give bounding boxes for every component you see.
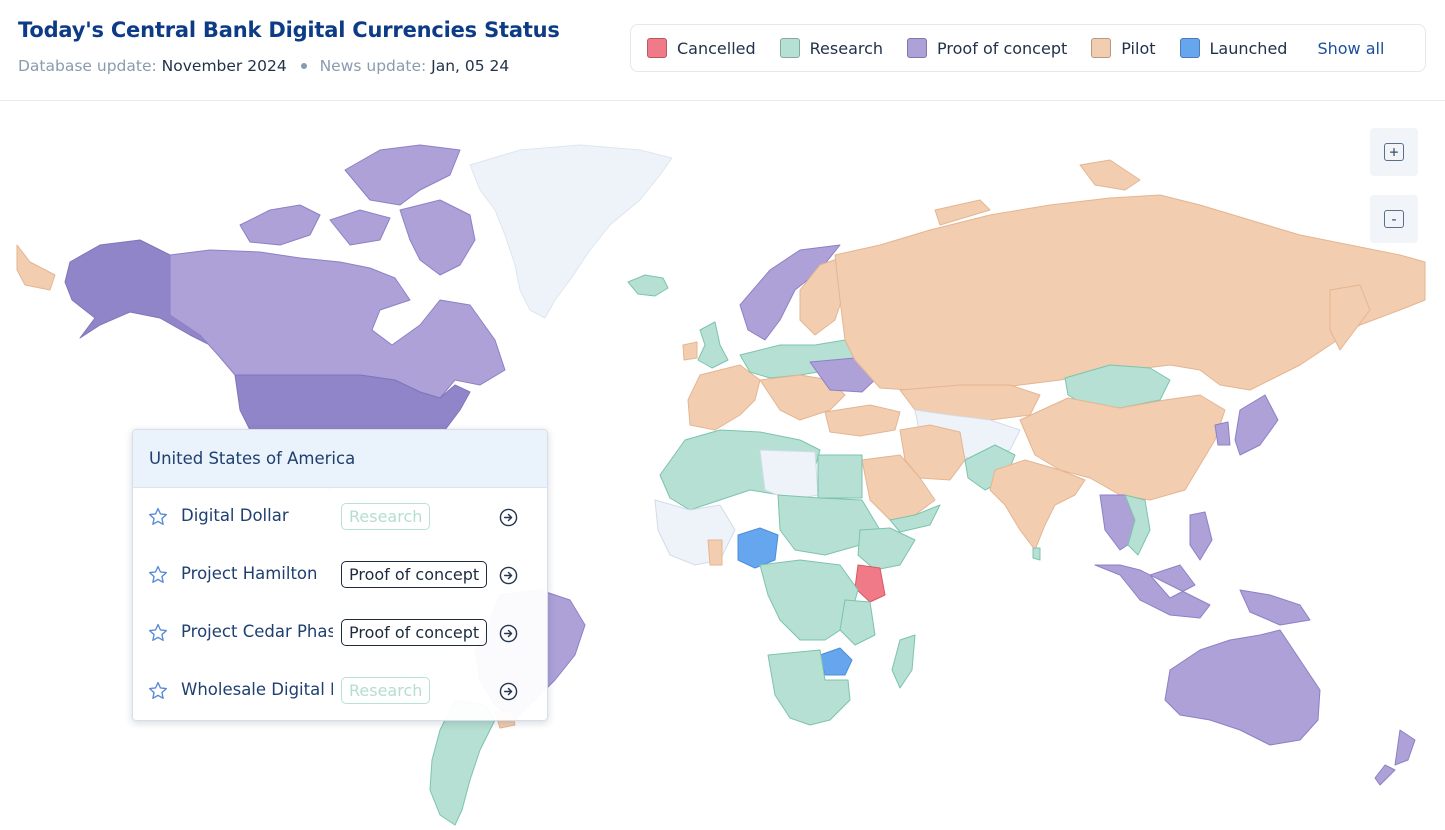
legend-item-proof-of-concept[interactable]: Proof of concept bbox=[907, 38, 1067, 58]
project-row[interactable]: Project Cedar Phase Proof of concept bbox=[133, 604, 547, 662]
status-badge: Research bbox=[341, 503, 431, 530]
separator-dot bbox=[300, 62, 307, 69]
country-ireland[interactable] bbox=[682, 341, 698, 361]
country-alaska[interactable] bbox=[64, 239, 211, 346]
arrow-circle-right-icon[interactable] bbox=[499, 566, 518, 585]
country-central-africa[interactable] bbox=[759, 559, 859, 641]
arrow-circle-right-icon[interactable] bbox=[499, 508, 518, 527]
zoom-out-button[interactable]: - bbox=[1370, 195, 1418, 243]
country-indonesia-malaysia[interactable] bbox=[1094, 564, 1311, 626]
star-icon[interactable] bbox=[147, 680, 169, 702]
cancelled-swatch bbox=[647, 38, 667, 58]
country-tanzania[interactable] bbox=[839, 599, 876, 646]
legend-label: Pilot bbox=[1121, 38, 1156, 58]
country-sri-lanka[interactable] bbox=[1032, 547, 1041, 561]
country-vietnam[interactable] bbox=[1124, 494, 1151, 556]
arrow-circle-right-icon[interactable] bbox=[499, 682, 518, 701]
country-popup: United States of America Digital Dollar … bbox=[132, 429, 548, 721]
status-badge: Proof of concept bbox=[341, 561, 488, 588]
country-southern-africa[interactable] bbox=[767, 649, 851, 726]
country-sweden-finland[interactable] bbox=[799, 257, 846, 336]
status-legend: Cancelled Research Proof of concept Pilo… bbox=[630, 24, 1426, 72]
legend-label: Cancelled bbox=[677, 38, 756, 58]
country-ghana[interactable] bbox=[707, 539, 723, 566]
project-name[interactable]: Digital Dollar bbox=[181, 506, 289, 525]
country-west-africa[interactable] bbox=[654, 499, 736, 566]
project-name[interactable]: Project Cedar Phase bbox=[181, 622, 333, 641]
star-icon[interactable] bbox=[147, 622, 169, 644]
legend-item-pilot[interactable]: Pilot bbox=[1091, 38, 1156, 58]
research-swatch bbox=[779, 38, 800, 58]
zoom-in-button[interactable]: + bbox=[1370, 128, 1418, 176]
country-ethiopia[interactable] bbox=[857, 527, 916, 571]
country-russia-islands[interactable] bbox=[934, 159, 1371, 351]
legend-item-research[interactable]: Research bbox=[779, 38, 884, 58]
project-row[interactable]: Project Hamilton Proof of concept bbox=[133, 546, 547, 604]
star-icon[interactable] bbox=[147, 564, 169, 586]
database-update-value: November 2024 bbox=[161, 57, 287, 75]
country-nigeria[interactable] bbox=[737, 527, 779, 569]
page-header: Today's Central Bank Digital Currencies … bbox=[0, 0, 1445, 101]
project-name[interactable]: Wholesale Digital Dollar bbox=[181, 680, 333, 699]
page-title: Today's Central Bank Digital Currencies … bbox=[18, 18, 560, 42]
legend-label: Research bbox=[809, 38, 884, 58]
country-greenland[interactable] bbox=[469, 144, 673, 319]
plus-icon: + bbox=[1384, 143, 1404, 161]
country-yemen-oman[interactable] bbox=[889, 504, 941, 533]
country-philippines[interactable] bbox=[1189, 511, 1213, 561]
country-egypt[interactable] bbox=[817, 454, 863, 499]
country-madagascar[interactable] bbox=[891, 634, 916, 689]
arrow-circle-right-icon[interactable] bbox=[499, 624, 518, 643]
country-china[interactable] bbox=[1019, 394, 1226, 501]
country-saudi-arabia[interactable] bbox=[861, 454, 936, 521]
legend-item-cancelled[interactable]: Cancelled bbox=[647, 38, 756, 58]
legend-label: Launched bbox=[1209, 38, 1288, 58]
star-icon[interactable] bbox=[147, 506, 169, 528]
country-korea-japan[interactable] bbox=[1214, 394, 1279, 456]
country-france-iberia[interactable] bbox=[687, 364, 761, 431]
proof-of-concept-swatch bbox=[907, 38, 928, 58]
update-info: Database update: November 2024 News upda… bbox=[18, 57, 509, 75]
project-row[interactable]: Wholesale Digital Dollar Research bbox=[133, 662, 547, 720]
country-canada-islands[interactable] bbox=[239, 144, 476, 276]
legend-label: Proof of concept bbox=[937, 38, 1068, 58]
launched-swatch bbox=[1179, 38, 1200, 58]
project-name[interactable]: Project Hamilton bbox=[181, 564, 318, 583]
status-badge: Research bbox=[341, 677, 431, 704]
country-uk[interactable] bbox=[697, 321, 729, 369]
status-badge: Proof of concept bbox=[341, 619, 488, 646]
news-update-value: Jan, 05 24 bbox=[431, 57, 510, 75]
legend-item-launched[interactable]: Launched bbox=[1179, 38, 1288, 58]
country-turkey[interactable] bbox=[824, 404, 901, 437]
popup-country-name: United States of America bbox=[133, 430, 547, 488]
country-russia-west-edge[interactable] bbox=[16, 244, 56, 291]
news-update-label: News update: bbox=[319, 57, 427, 75]
country-mongolia[interactable] bbox=[1064, 364, 1171, 409]
show-all-link[interactable]: Show all bbox=[1317, 38, 1385, 58]
country-australia[interactable] bbox=[1164, 629, 1321, 746]
pilot-swatch bbox=[1091, 38, 1112, 58]
country-new-zealand[interactable] bbox=[1374, 729, 1416, 786]
country-italy-balkans[interactable] bbox=[759, 374, 846, 421]
project-row[interactable]: Digital Dollar Research bbox=[133, 488, 547, 546]
country-zimbabwe[interactable] bbox=[819, 647, 853, 676]
country-iceland[interactable] bbox=[627, 274, 669, 297]
country-india[interactable] bbox=[989, 459, 1086, 551]
country-kenya[interactable] bbox=[854, 564, 886, 603]
database-update-label: Database update: bbox=[18, 57, 157, 75]
minus-icon: - bbox=[1384, 210, 1404, 228]
